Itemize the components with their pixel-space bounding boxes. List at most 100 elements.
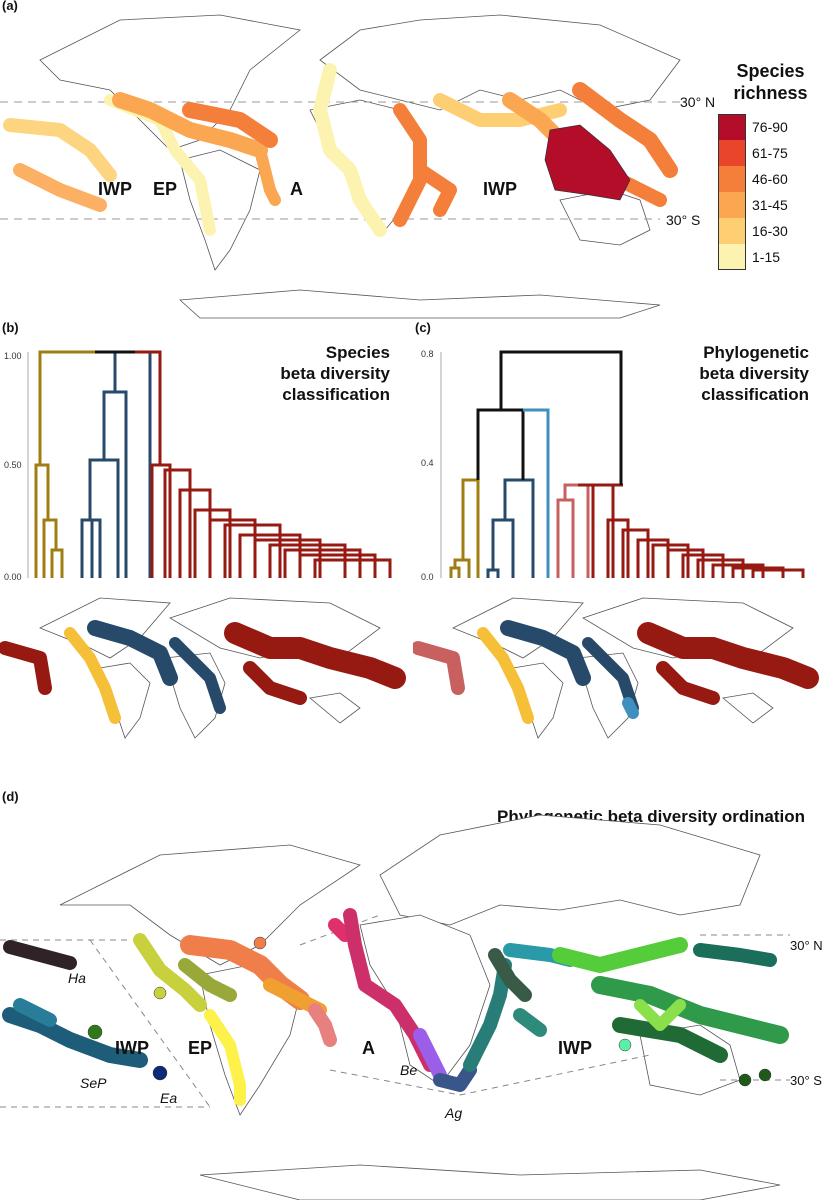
isolated-points: [87, 936, 772, 1087]
panel-a: (a) IWP: [0, 0, 825, 320]
legend-swatch: [718, 114, 746, 140]
region-label-d-ep: EP: [188, 1038, 212, 1058]
lat-label-d-30s: 30° S: [790, 1073, 822, 1088]
legend-title-line1: Species: [736, 61, 805, 81]
richness-bands: [3, 63, 678, 237]
dendrogram-branch: [50, 548, 64, 578]
lat-label-d-30n: 30° N: [790, 938, 823, 953]
panel-c-label: (c): [415, 320, 431, 335]
dendrogram-branch: [80, 518, 94, 578]
dendrogram-branch: [606, 518, 630, 578]
legend-swatch: [718, 166, 746, 192]
legend-label: 61-75: [752, 145, 788, 161]
region-label-ep: EP: [153, 179, 177, 199]
dendrogram-branch: [491, 518, 515, 578]
dendrogram-branch: [223, 523, 282, 578]
dendrogram-branch: [102, 390, 128, 578]
panel-d: (d) Phylogenetic beta diversity ordinati…: [0, 785, 825, 1200]
dendrogram-branch: [113, 350, 152, 578]
legend-label: 31-45: [752, 197, 788, 213]
legend-swatch: [718, 140, 746, 166]
legend-rows: 76-90 61-75 46-60 31-45 16-30 1-15: [718, 114, 823, 270]
ordination-map: Ha SeP Ea Be Ag IWP EP A IWP 30° N 30° S: [0, 814, 823, 1200]
legend-row: 31-45: [718, 192, 823, 218]
legend-label: 76-90: [752, 119, 788, 135]
panel-c-title: Phylogenetic beta diversity classificati…: [589, 342, 809, 405]
region-label-a: A: [290, 179, 303, 199]
legend-label: 16-30: [752, 223, 788, 239]
richness-legend: Species richness 76-90 61-75 46-60 31-45 16-…: [718, 60, 823, 270]
dendrogram-branch: [34, 463, 50, 578]
legend-label: 46-60: [752, 171, 788, 187]
species-cluster-map: [0, 597, 406, 739]
dendrogram-branch: [476, 408, 525, 480]
dendrogram-branch: [751, 568, 805, 578]
dendrogram-branch: [313, 558, 392, 578]
dendrogram-b-branches: [34, 350, 392, 578]
panel-c-title-line2: beta diversity: [699, 364, 809, 383]
dendrogram-branch: [499, 350, 623, 485]
legend-row: 61-75: [718, 140, 823, 166]
panel-b-title-line3: classification: [282, 385, 390, 404]
dendrogram-c-branches: [449, 350, 805, 578]
dendrogram-branch: [591, 483, 615, 578]
legend-label: 1-15: [752, 249, 781, 265]
coral-triangle-hotspot: [544, 124, 631, 201]
dendrogram-branch: [556, 498, 575, 578]
legend-row: 46-60: [718, 166, 823, 192]
legend-title-line2: richness: [733, 83, 808, 103]
species-dendrogram: 1.00 0.50 0.00: [4, 350, 392, 582]
lat-label-30n: 30° N: [680, 94, 716, 110]
legend-row: 1-15: [718, 244, 823, 270]
dendrogram-branch: [88, 518, 102, 578]
y-tick-c-2: 0.4: [421, 458, 434, 468]
dendrogram-branch: [461, 478, 480, 578]
legend-swatch: [718, 192, 746, 218]
lat-label-30s: 30° S: [666, 212, 701, 228]
legend-row: 76-90: [718, 114, 823, 140]
dendrogram-branch: [298, 553, 377, 578]
panel-d-label: (d): [2, 789, 19, 804]
panel-b-title: Species beta diversity classification: [150, 342, 390, 405]
subregion-label-ag: Ag: [444, 1105, 462, 1121]
dendrogram-branch: [135, 350, 162, 465]
subregion-label-be: Be: [400, 1062, 417, 1078]
region-label-d-a: A: [362, 1038, 375, 1058]
dendrogram-branch: [283, 548, 362, 578]
panel-b-title-line1: Species: [325, 343, 390, 362]
y-tick-b-2: 0.50: [4, 460, 22, 470]
dendrogram-branch: [621, 528, 650, 578]
region-label-iwp-west: IWP: [98, 179, 132, 199]
region-label-d-iwp-west: IWP: [115, 1038, 149, 1058]
panel-c-title-line1: Phylogenetic: [703, 343, 809, 362]
region-label-d-iwp-east: IWP: [558, 1038, 592, 1058]
dendrogram-branch: [449, 566, 461, 578]
legend-swatch: [718, 244, 746, 270]
dendrogram-branch: [150, 463, 172, 578]
phylogenetic-cluster-map: [413, 597, 819, 739]
panel-b-title-line2: beta diversity: [280, 364, 390, 383]
panel-b-label: (b): [2, 320, 19, 335]
dendrogram-branch: [38, 350, 95, 465]
y-tick-b-3: 0.00: [4, 572, 22, 582]
y-tick-c-3: 0.0: [421, 572, 434, 582]
dendrogram-branch: [193, 508, 232, 578]
dendrogram-branch: [42, 518, 58, 578]
world-landmass: [39, 14, 681, 319]
dendrogram-branch: [666, 548, 705, 578]
phylogenetic-dendrogram: 0.8 0.4 0.0: [421, 349, 805, 582]
panel-c: (c) Phylogenetic beta diversity classifi…: [413, 320, 825, 778]
region-boundaries: [0, 914, 790, 1108]
legend-swatch: [718, 218, 746, 244]
panel-a-label: (a): [2, 0, 18, 13]
subregion-label-sep: SeP: [80, 1075, 107, 1091]
y-tick-c-1: 0.8: [421, 349, 434, 359]
dendrogram-branch: [486, 568, 500, 578]
dendrogram-branch: [208, 518, 257, 578]
dendrogram-branch: [651, 543, 690, 578]
legend-row: 16-30: [718, 218, 823, 244]
species-richness-map: IWP EP A IWP: [0, 14, 681, 319]
panel-b: (b) Species beta diversity classificatio…: [0, 320, 412, 778]
subregion-label-ea: Ea: [160, 1090, 177, 1106]
dendrogram-branch: [163, 468, 192, 578]
